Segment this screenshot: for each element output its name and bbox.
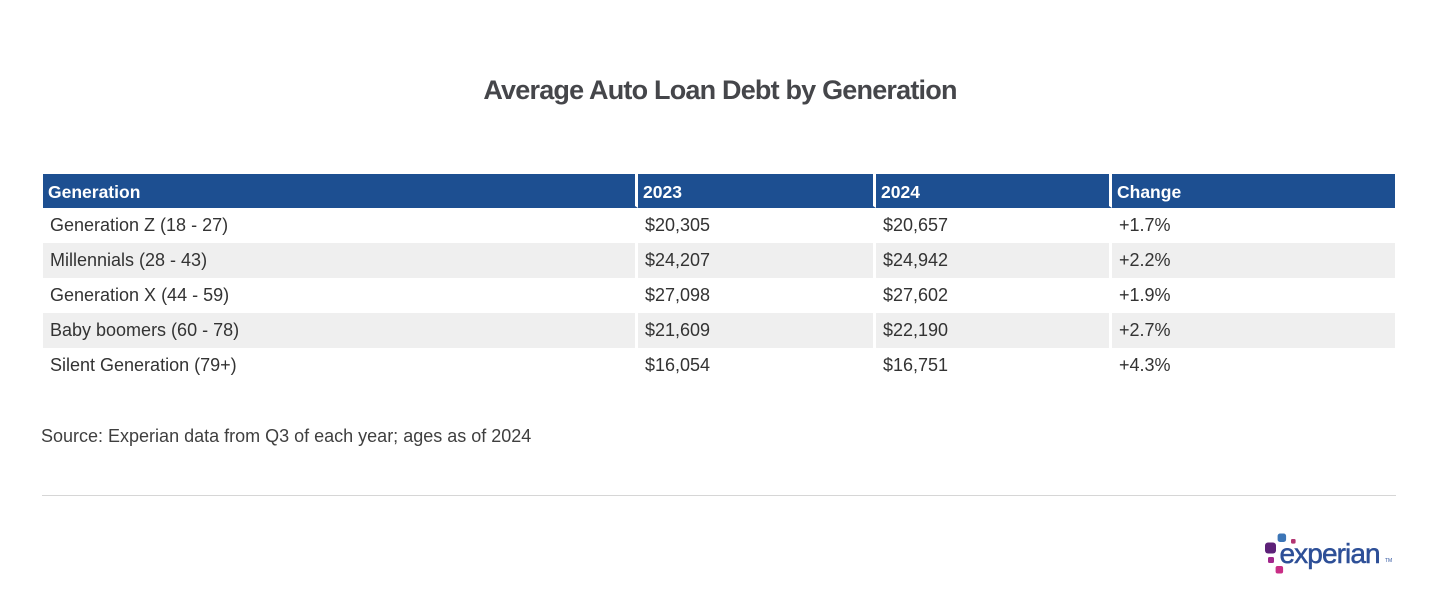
svg-text:TM: TM <box>1385 558 1392 564</box>
svg-text:experian: experian <box>1280 538 1380 569</box>
